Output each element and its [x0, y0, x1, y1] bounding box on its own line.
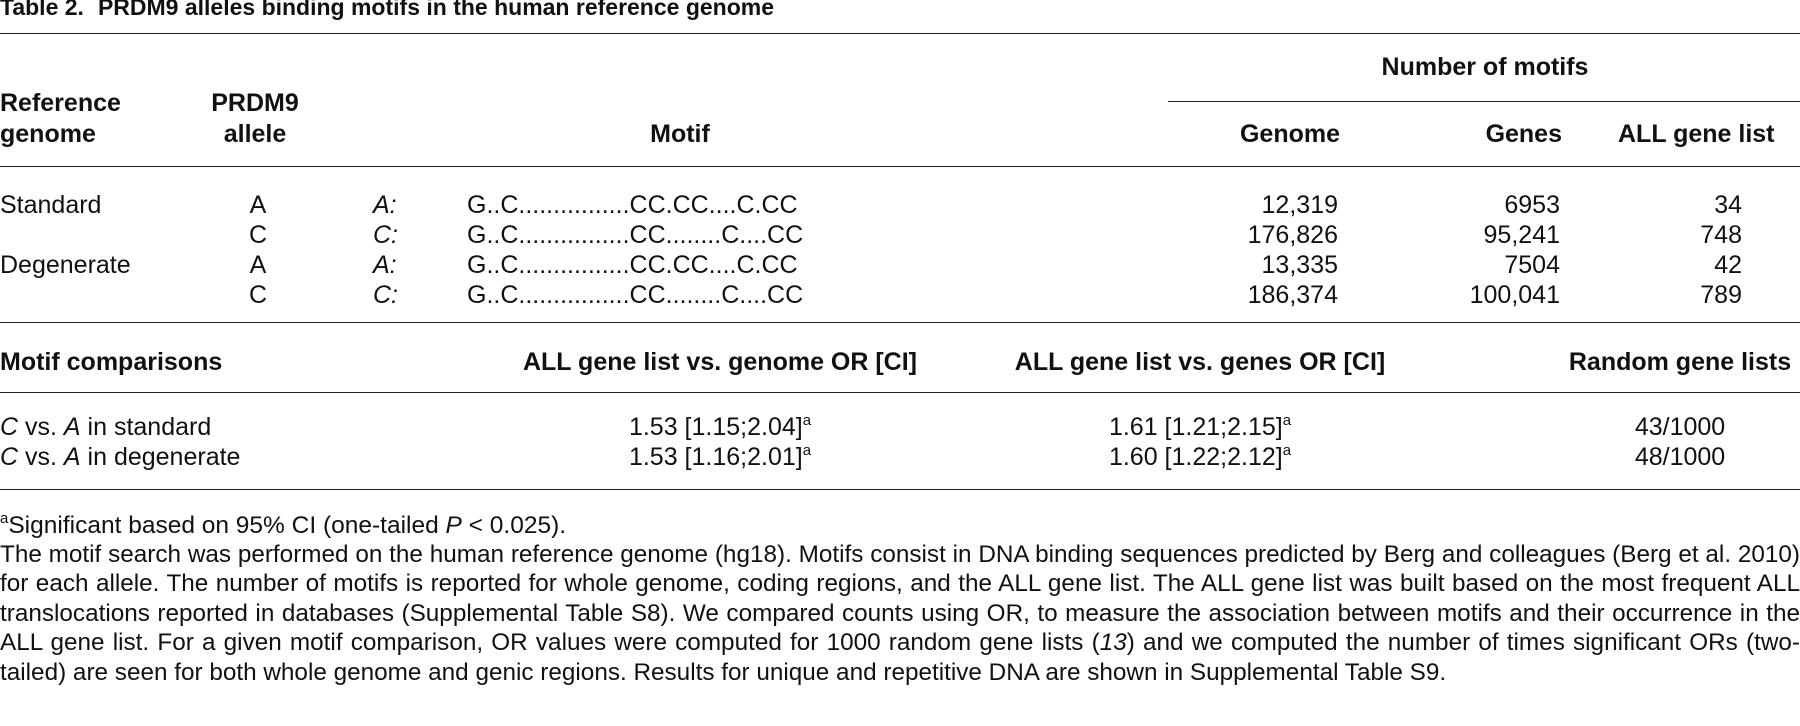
header-random-gene-lists: Random gene lists	[1568, 348, 1792, 376]
row-allele-italic: A:	[373, 251, 397, 279]
row-all-gene-list: 42	[1714, 251, 1742, 279]
row-allele: A	[249, 251, 267, 279]
row-motif: G..C................CC........C....CC	[467, 221, 804, 249]
row-motif: G..C................CC........C....CC	[467, 281, 804, 309]
header-all-gene-list: ALL gene list	[1618, 120, 1775, 148]
row-motif: G..C................CC.CC....C.CC	[467, 191, 798, 219]
table-number: Table 2.	[0, 0, 84, 20]
table-title: Table 2. PRDM9 alleles binding motifs in …	[0, 0, 774, 21]
row-allele-italic: C:	[373, 281, 398, 309]
row-motif: G..C................CC.CC....C.CC	[467, 251, 798, 279]
or-genes-value: 1.61 [1.21;2.15]a	[1108, 412, 1292, 441]
or-genes-value: 1.60 [1.22;2.12]a	[1108, 442, 1292, 471]
row-all-gene-list: 789	[1700, 281, 1742, 309]
comparison-header-rule	[0, 392, 1800, 393]
mid-rule	[0, 322, 1800, 323]
top-rule	[0, 33, 1800, 34]
row-allele-italic: C:	[373, 221, 398, 249]
row-genes: 100,041	[1469, 281, 1560, 309]
header-or-genome: ALL gene list vs. genome OR [CI]	[522, 348, 918, 376]
row-genome: 186,374	[1247, 281, 1338, 309]
row-genome: 12,319	[1261, 191, 1338, 219]
row-all-gene-list: 34	[1714, 191, 1742, 219]
header-reference-line1: Reference	[0, 89, 121, 117]
table-caption: PRDM9 alleles binding motifs in the huma…	[97, 0, 775, 20]
random-gene-lists-value: 43/1000	[1634, 413, 1726, 441]
header-number-of-motifs: Number of motifs	[1381, 53, 1589, 81]
header-genes: Genes	[1485, 120, 1562, 148]
row-genome: 13,335	[1261, 251, 1338, 279]
header-motif: Motif	[650, 120, 710, 148]
row-allele: C	[248, 221, 268, 249]
bottom-rule	[0, 489, 1800, 490]
row-genes: 6953	[1504, 191, 1560, 219]
row-genes: 95,241	[1483, 221, 1560, 249]
header-allele-line2: allele	[223, 120, 287, 148]
table-description: The motif search was performed on the hu…	[0, 541, 1800, 686]
header-rule	[0, 166, 1800, 167]
row-all-gene-list: 748	[1700, 221, 1742, 249]
header-allele-line1: PRDM9	[211, 89, 299, 117]
footnote: aSignificant based on 95% CI (one-tailed…	[0, 510, 567, 539]
row-genes: 7504	[1504, 251, 1560, 279]
or-genome-value: 1.53 [1.16;2.01]a	[628, 442, 812, 471]
header-motif-comparisons: Motif comparisons	[0, 348, 223, 376]
row-allele: C	[248, 281, 268, 309]
row-reference: Degenerate	[0, 251, 131, 279]
row-allele: A	[249, 191, 267, 219]
header-or-genes: ALL gene list vs. genes OR [CI]	[1014, 348, 1386, 376]
spanner-rule	[1168, 101, 1800, 102]
random-gene-lists-value: 48/1000	[1634, 443, 1726, 471]
row-reference: Standard	[0, 191, 102, 219]
row-genome: 176,826	[1247, 221, 1338, 249]
row-allele-italic: A:	[373, 191, 397, 219]
comparison-label: C vs. A in degenerate	[0, 443, 241, 471]
comparison-label: C vs. A in standard	[0, 413, 212, 441]
header-genome: Genome	[1239, 120, 1340, 148]
or-genome-value: 1.53 [1.15;2.04]a	[628, 412, 812, 441]
header-reference-line2: genome	[0, 120, 96, 148]
